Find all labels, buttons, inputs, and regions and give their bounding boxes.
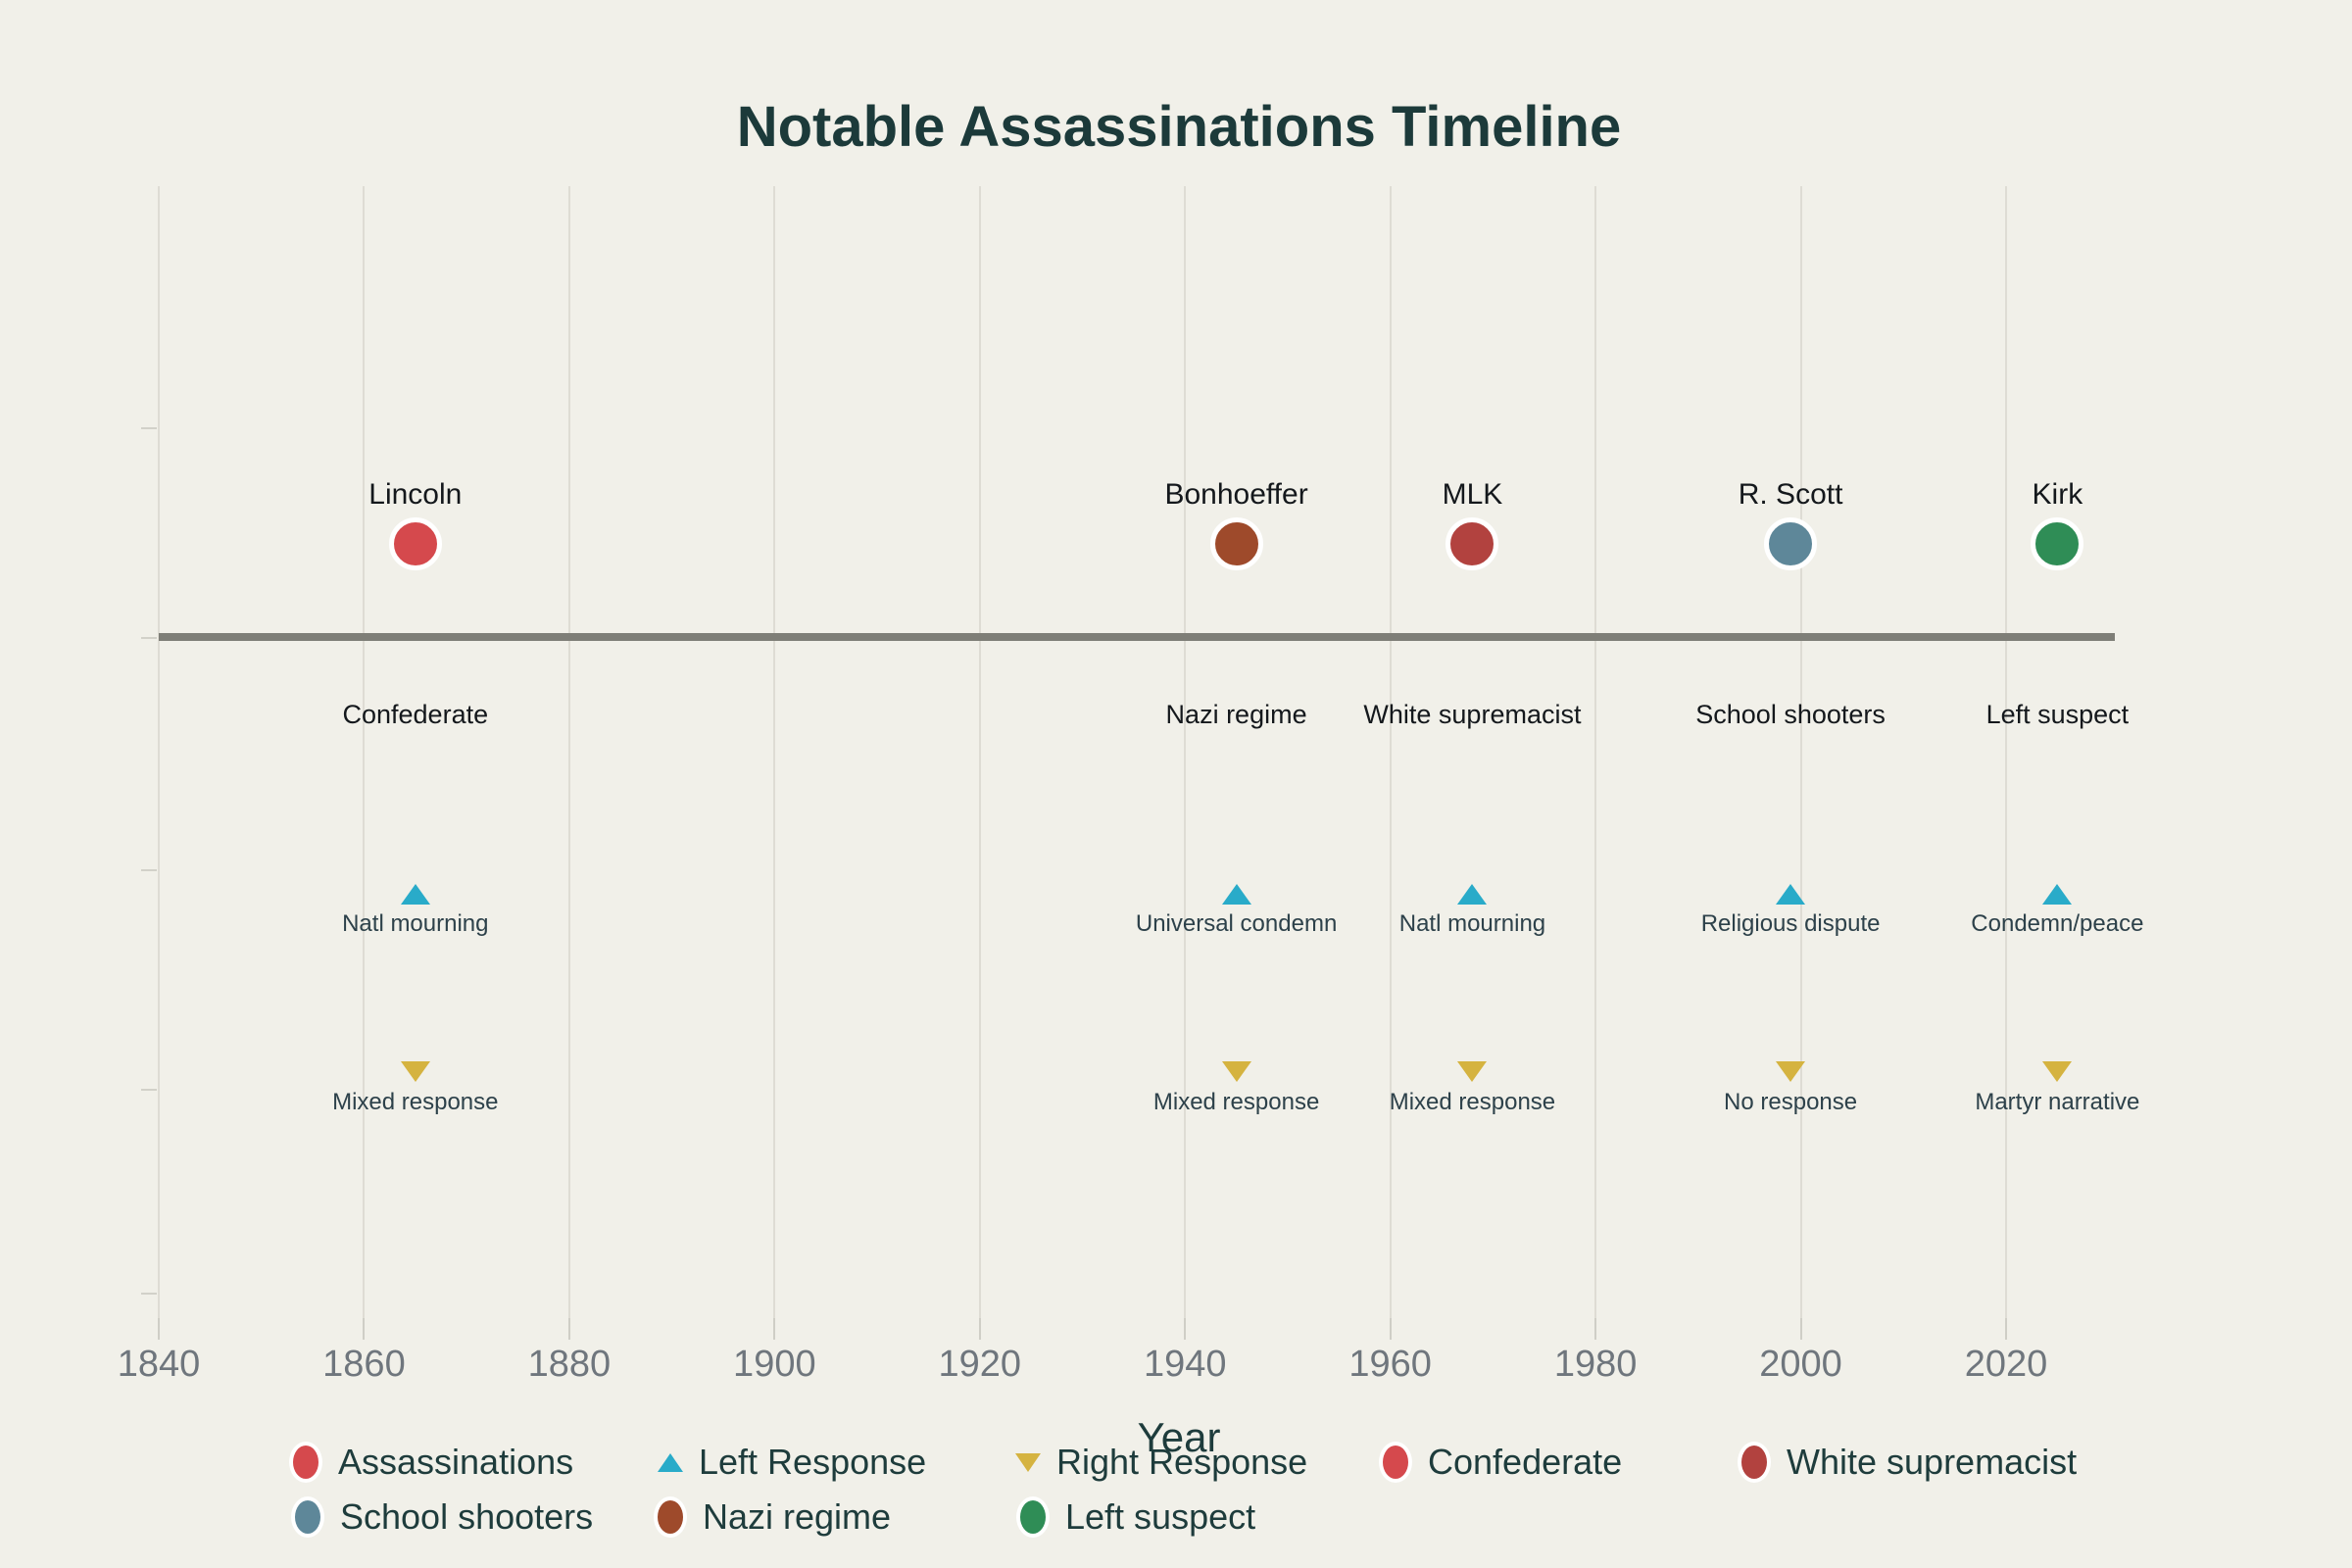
- x-axis-tick-label: 1900: [733, 1344, 816, 1385]
- event-name-label: Bonhoeffer: [1164, 478, 1308, 511]
- legend-item[interactable]: Nazi regime: [654, 1494, 891, 1541]
- left-response-triangle-icon[interactable]: [2042, 884, 2073, 905]
- legend-item-label: Left suspect: [1065, 1496, 1256, 1537]
- legend-item[interactable]: Left suspect: [1016, 1494, 1255, 1541]
- assassination-marker[interactable]: [388, 517, 442, 570]
- vertical-gridline: [773, 186, 776, 1318]
- legend-marker-icon: [1015, 1452, 1041, 1472]
- right-response-triangle-icon[interactable]: [1221, 1061, 1251, 1082]
- x-axis-tick: [1389, 1318, 1392, 1340]
- vertical-gridline: [363, 186, 366, 1318]
- x-axis-tick-label: 1960: [1348, 1344, 1432, 1385]
- legend-item-label: Right Response: [1056, 1442, 1308, 1482]
- legend-item-label: Left Response: [699, 1442, 927, 1482]
- right-response-label: Mixed response: [1389, 1089, 1556, 1115]
- right-response-label: Mixed response: [332, 1089, 499, 1115]
- x-axis-tick: [773, 1318, 776, 1340]
- left-response-label: Universal condemn: [1135, 910, 1338, 937]
- event-name-label: Lincoln: [368, 478, 463, 511]
- x-axis-tick: [978, 1318, 981, 1340]
- x-axis-tick: [1799, 1318, 1802, 1340]
- x-axis-tick: [567, 1318, 570, 1340]
- perpetrator-label: White supremacist: [1363, 700, 1582, 729]
- left-response-triangle-icon[interactable]: [400, 884, 430, 905]
- y-axis-tick: [141, 1293, 157, 1295]
- legend-marker-icon: [654, 1496, 687, 1538]
- x-axis-tick: [2005, 1318, 2007, 1340]
- right-response-triangle-icon[interactable]: [2042, 1061, 2073, 1082]
- perpetrator-label: Left suspect: [1985, 700, 2130, 729]
- legend-marker-icon: [1379, 1442, 1412, 1483]
- legend-item-label: Assassinations: [338, 1442, 574, 1482]
- right-response-triangle-icon[interactable]: [1457, 1061, 1488, 1082]
- x-axis-tick-label: 1980: [1553, 1344, 1638, 1385]
- vertical-gridline: [158, 186, 160, 1318]
- right-response-label: Martyr narrative: [1975, 1089, 2140, 1115]
- left-response-label: Religious dispute: [1700, 910, 1881, 937]
- perpetrator-label: School shooters: [1695, 700, 1886, 729]
- x-axis-tick: [363, 1318, 366, 1340]
- legend-item[interactable]: White supremacist: [1738, 1439, 2077, 1486]
- x-axis-tick: [158, 1318, 160, 1340]
- x-axis-tick-label: 1920: [938, 1344, 1022, 1385]
- legend-item[interactable]: School shooters: [291, 1494, 593, 1541]
- left-response-label: Natl mourning: [342, 910, 489, 937]
- assassination-marker[interactable]: [1209, 517, 1263, 570]
- legend-marker-icon: [291, 1496, 324, 1538]
- x-axis-tick-label: 1840: [117, 1344, 201, 1385]
- perpetrator-label: Confederate: [342, 700, 489, 729]
- y-axis-tick: [141, 427, 157, 429]
- right-response-label: No response: [1724, 1089, 1858, 1115]
- left-response-label: Natl mourning: [1398, 910, 1546, 937]
- vertical-gridline: [1184, 186, 1187, 1318]
- perpetrator-label: Nazi regime: [1165, 700, 1307, 729]
- vertical-gridline: [978, 186, 981, 1318]
- x-axis-tick-label: 1880: [527, 1344, 612, 1385]
- assassination-marker[interactable]: [1446, 517, 1499, 570]
- x-axis-title: Year: [1137, 1414, 1221, 1460]
- event-name-label: MLK: [1442, 478, 1503, 511]
- right-response-triangle-icon[interactable]: [1776, 1061, 1806, 1082]
- legend-item[interactable]: Left Response: [658, 1439, 926, 1486]
- legend-item-label: Nazi regime: [703, 1496, 892, 1537]
- legend-item[interactable]: Assassinations: [289, 1439, 573, 1486]
- legend-item[interactable]: Confederate: [1379, 1439, 1622, 1486]
- y-axis-tick: [141, 869, 157, 871]
- legend-item[interactable]: Right Response: [1015, 1439, 1307, 1486]
- left-response-triangle-icon[interactable]: [1457, 884, 1488, 905]
- left-response-label: Condemn/peace: [1971, 910, 2144, 937]
- legend-marker-icon: [1016, 1496, 1050, 1538]
- legend-item-label: Confederate: [1428, 1442, 1623, 1482]
- vertical-gridline: [1799, 186, 1802, 1318]
- y-axis-tick: [141, 1089, 157, 1091]
- vertical-gridline: [567, 186, 570, 1318]
- legend-marker-icon: [1738, 1442, 1771, 1483]
- right-response-triangle-icon[interactable]: [400, 1061, 430, 1082]
- vertical-gridline: [2005, 186, 2007, 1318]
- left-response-triangle-icon[interactable]: [1776, 884, 1806, 905]
- assassination-marker[interactable]: [2031, 517, 2084, 570]
- timeline-axis-line: [159, 633, 2115, 641]
- event-name-label: R. Scott: [1738, 478, 1843, 511]
- chart-title: Notable Assassinations Timeline: [736, 95, 1622, 159]
- legend-marker-icon: [289, 1442, 322, 1483]
- y-axis-tick: [141, 637, 157, 639]
- x-axis-tick-label: 2000: [1759, 1344, 1842, 1385]
- x-axis-tick-label: 2020: [1964, 1344, 2048, 1385]
- x-axis-tick: [1594, 1318, 1597, 1340]
- x-axis-tick-label: 1860: [322, 1344, 406, 1385]
- legend-marker-icon: [658, 1452, 683, 1472]
- left-response-triangle-icon[interactable]: [1221, 884, 1251, 905]
- x-axis-tick: [1184, 1318, 1187, 1340]
- right-response-label: Mixed response: [1152, 1089, 1320, 1115]
- legend-item-label: School shooters: [340, 1496, 594, 1537]
- legend-item-label: White supremacist: [1787, 1442, 2078, 1482]
- vertical-gridline: [1594, 186, 1597, 1318]
- x-axis-tick-label: 1940: [1143, 1344, 1227, 1385]
- assassination-marker[interactable]: [1764, 517, 1818, 570]
- event-name-label: Kirk: [2032, 478, 2083, 511]
- vertical-gridline: [1389, 186, 1392, 1318]
